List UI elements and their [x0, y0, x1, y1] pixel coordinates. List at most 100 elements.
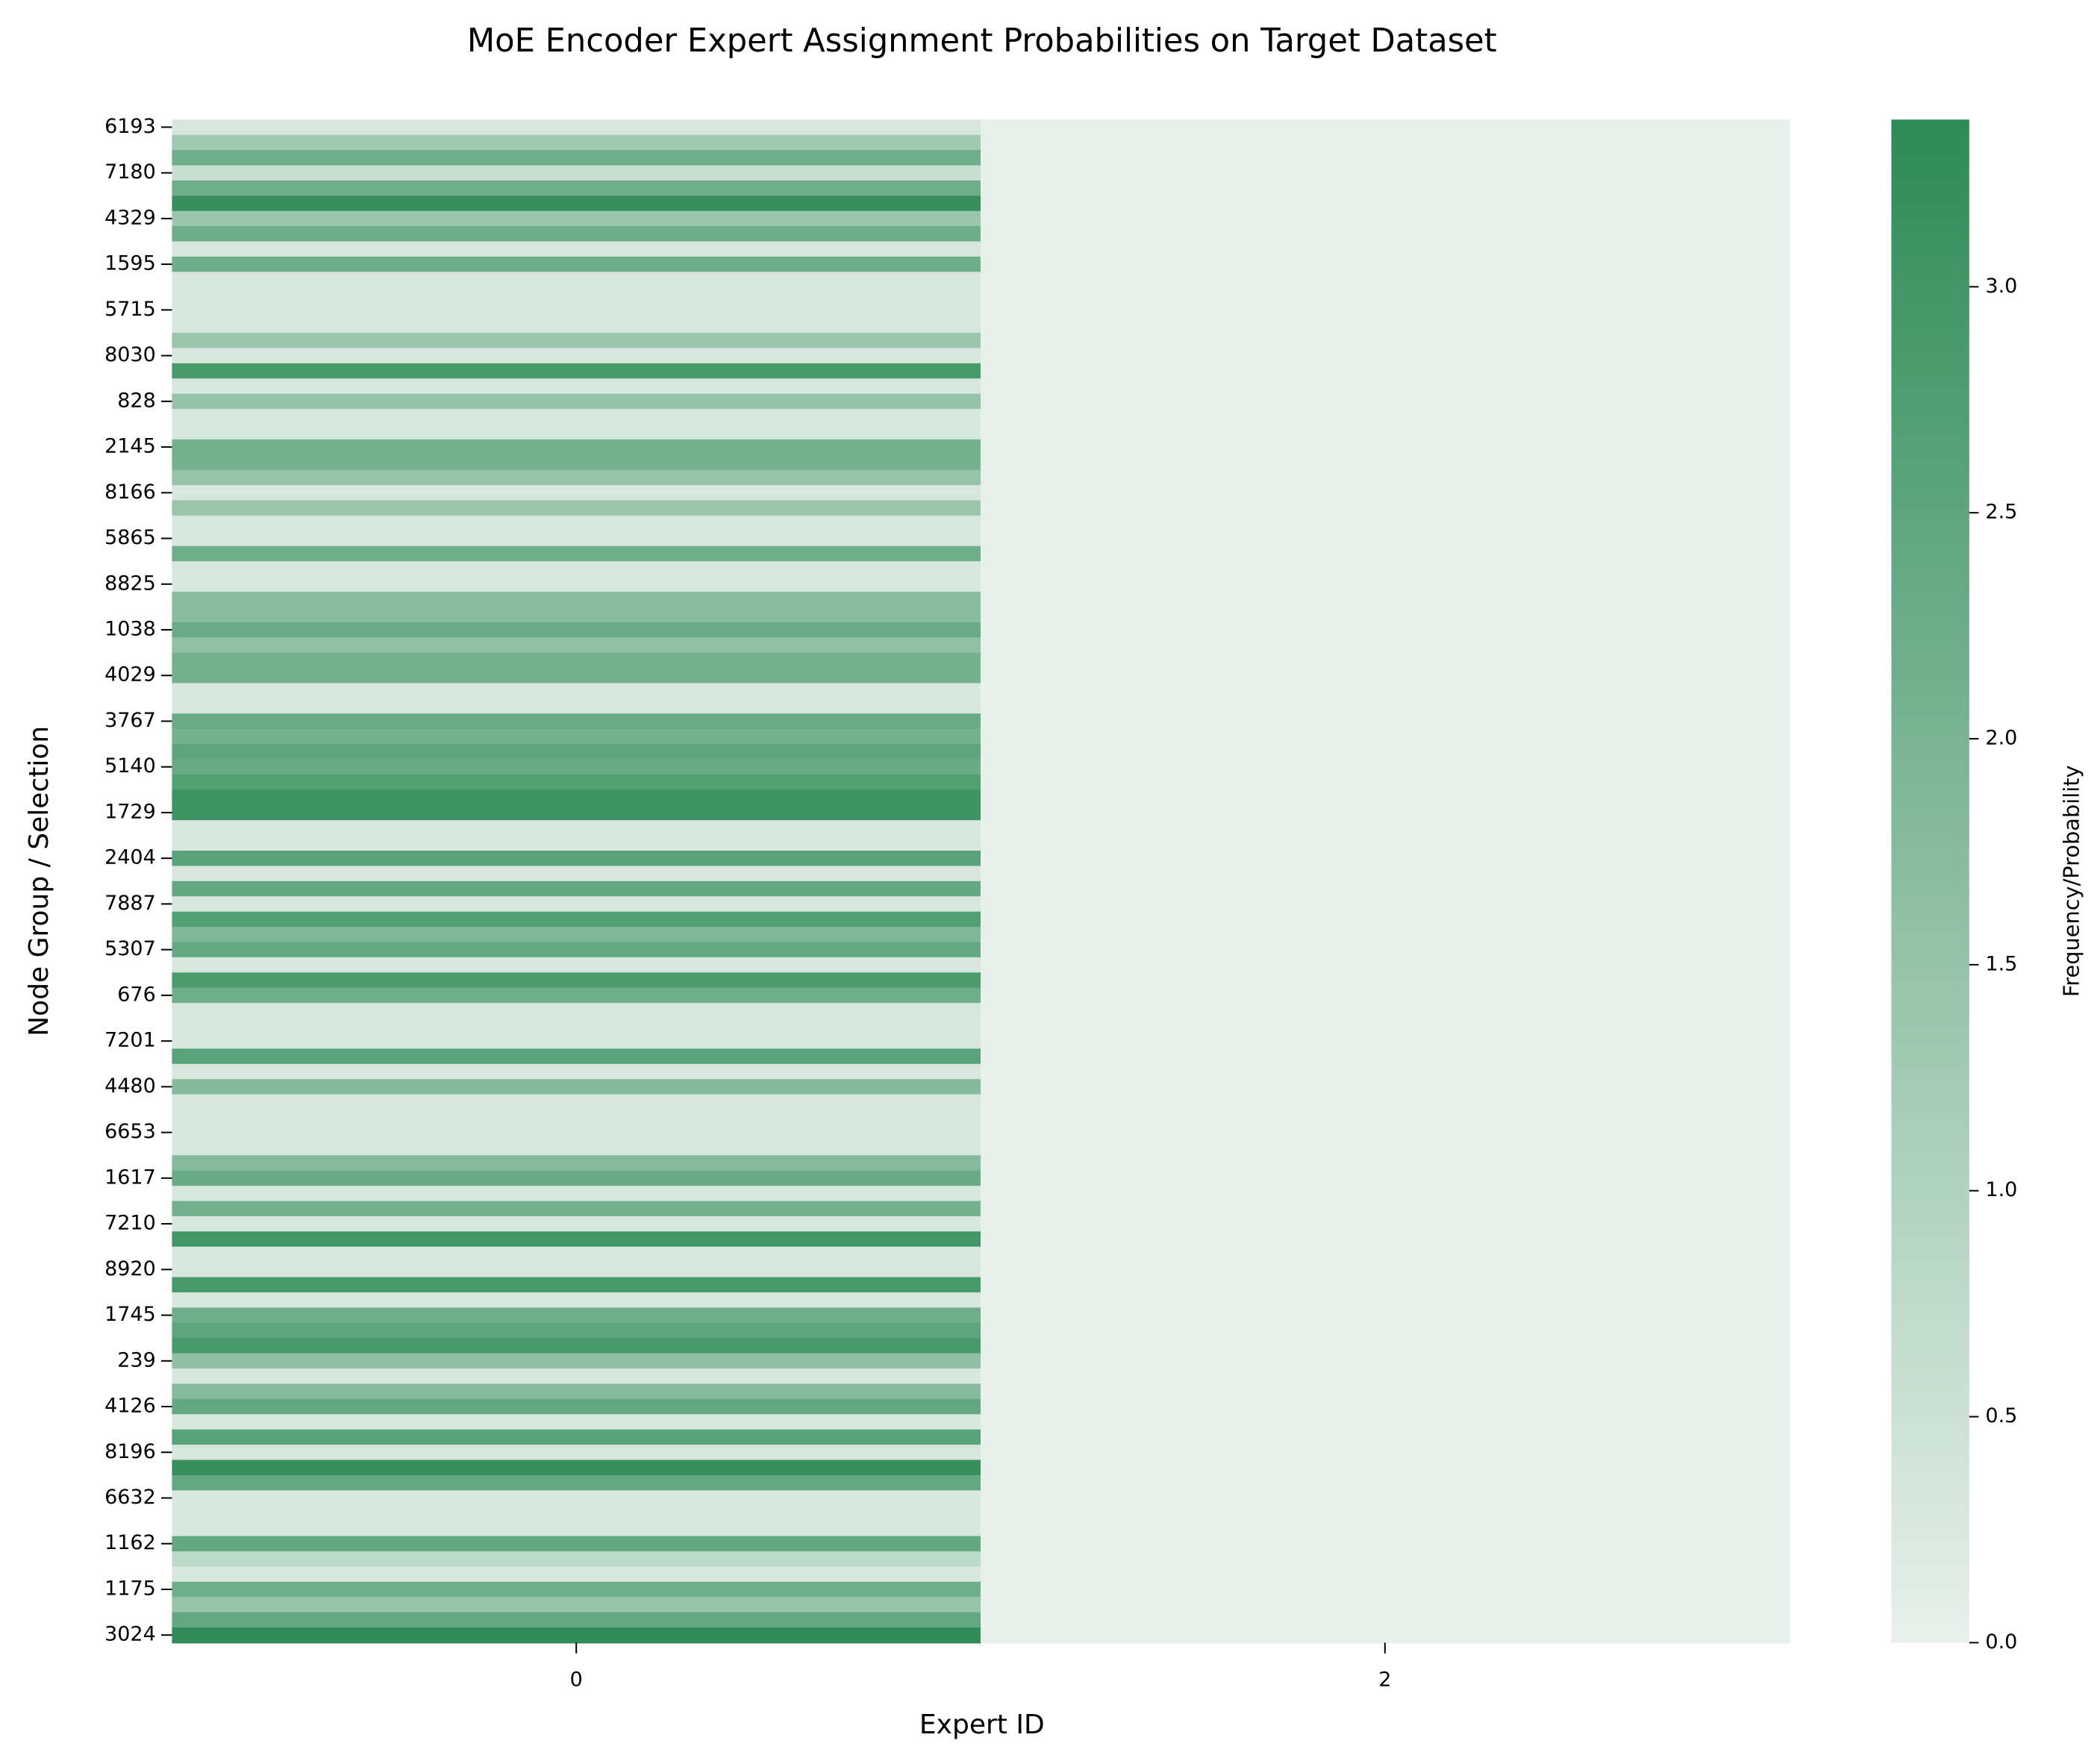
heatmap-cell	[172, 1353, 982, 1370]
heatmap-cell	[172, 1139, 982, 1157]
y-tick-label: 8166	[104, 481, 156, 504]
heatmap-cell	[981, 637, 1790, 654]
heatmap-cell	[981, 1094, 1790, 1111]
heatmap-cell	[172, 804, 982, 822]
heatmap-cell	[981, 1292, 1790, 1309]
colorbar-tick-label: 2.5	[1985, 501, 2017, 524]
heatmap-cell	[981, 424, 1790, 440]
heatmap-cell	[981, 1307, 1790, 1324]
heatmap-cell	[172, 1429, 982, 1446]
y-tick-label: 4126	[104, 1395, 156, 1418]
heatmap-cell	[172, 1445, 982, 1461]
heatmap-cell	[981, 1551, 1790, 1568]
heatmap-cell	[172, 668, 982, 684]
heatmap-cell	[981, 119, 1790, 136]
heatmap-cell	[981, 363, 1790, 380]
heatmap-cell	[981, 378, 1790, 395]
heatmap-cell	[981, 591, 1790, 608]
heatmap-cell	[981, 1460, 1790, 1476]
heatmap-cell	[172, 469, 982, 487]
heatmap-cell	[172, 196, 982, 212]
heatmap-cell	[172, 1551, 982, 1568]
y-tick-label: 8196	[104, 1440, 156, 1463]
heatmap-cell	[981, 652, 1790, 669]
heatmap-cell	[172, 713, 982, 730]
heatmap-cell	[981, 150, 1790, 166]
heatmap-cell	[981, 744, 1790, 760]
heatmap-cell	[981, 1521, 1790, 1537]
y-tick-label: 4329	[104, 206, 156, 229]
y-tick-label: 8030	[104, 343, 156, 366]
heatmap-cell	[172, 850, 982, 867]
heatmap-cell	[172, 728, 982, 745]
colorbar-tick-label: 1.0	[1985, 1178, 2017, 1201]
heatmap-cell	[981, 515, 1790, 532]
heatmap-cell	[981, 1505, 1790, 1522]
heatmap-cell	[172, 241, 982, 257]
heatmap-cell	[981, 302, 1790, 319]
heatmap-cell	[981, 454, 1790, 471]
heatmap-cell	[172, 561, 982, 578]
heatmap-cell	[981, 332, 1790, 349]
y-tick-label: 5715	[104, 298, 156, 321]
heatmap-cell	[172, 119, 982, 136]
heatmap-cell	[981, 1003, 1790, 1019]
heatmap-cell	[981, 1612, 1790, 1629]
y-tick-label: 7201	[104, 1029, 156, 1052]
heatmap-cell	[981, 1338, 1790, 1354]
heatmap-cell	[172, 698, 982, 715]
heatmap-cell	[172, 485, 982, 501]
heatmap-cell	[172, 332, 982, 349]
heatmap-cell	[172, 165, 982, 181]
heatmap-cell	[981, 1170, 1790, 1187]
heatmap-cell	[172, 1125, 982, 1141]
heatmap-cell	[172, 1003, 982, 1019]
heatmap-cell	[172, 789, 982, 806]
heatmap-cell	[172, 866, 982, 882]
heatmap-cell	[172, 393, 982, 410]
y-tick-label: 7887	[104, 892, 156, 915]
heatmap-cell	[172, 1536, 982, 1553]
heatmap-cell	[172, 1094, 982, 1111]
heatmap-cell	[172, 180, 982, 197]
heatmap-cell	[981, 196, 1790, 212]
heatmap-cell	[981, 1383, 1790, 1400]
colorbar-tick-label: 0.5	[1985, 1404, 2017, 1427]
heatmap-cell	[172, 134, 982, 151]
y-tick-label: 6632	[104, 1486, 156, 1509]
heatmap-cell	[981, 1033, 1790, 1050]
heatmap-cell	[172, 987, 982, 1004]
heatmap-cell	[981, 1490, 1790, 1507]
y-tick-label: 2145	[104, 435, 156, 458]
heatmap-cell	[172, 1231, 982, 1248]
heatmap-cell	[981, 789, 1790, 806]
heatmap-cell	[981, 256, 1790, 273]
heatmap-cell	[981, 1063, 1790, 1080]
heatmap-cell	[981, 820, 1790, 836]
heatmap-cell	[172, 409, 982, 425]
heatmap-cell	[172, 1186, 982, 1202]
heatmap-cell	[172, 835, 982, 852]
heatmap-cell	[172, 683, 982, 699]
heatmap-cell	[172, 1063, 982, 1080]
heatmap-cell	[172, 545, 982, 563]
heatmap-cell	[981, 1566, 1790, 1583]
heatmap-cell	[172, 1109, 982, 1126]
heatmap-cell	[981, 957, 1790, 974]
heatmap-cell	[981, 1353, 1790, 1370]
heatmap-cell	[172, 1414, 982, 1430]
heatmap-cell	[172, 1474, 982, 1492]
heatmap-cell	[172, 424, 982, 440]
heatmap-cell	[981, 180, 1790, 197]
heatmap-cell	[172, 1490, 982, 1507]
heatmap-cell	[981, 972, 1790, 989]
heatmap-cell	[172, 1307, 982, 1324]
heatmap-cell	[981, 469, 1790, 487]
heatmap-cell	[981, 272, 1790, 288]
y-tick-label: 676	[117, 983, 156, 1006]
heatmap-cell	[172, 637, 982, 654]
heatmap-cell	[981, 607, 1790, 623]
heatmap-cell	[172, 1581, 982, 1598]
heatmap-cell	[981, 1231, 1790, 1248]
